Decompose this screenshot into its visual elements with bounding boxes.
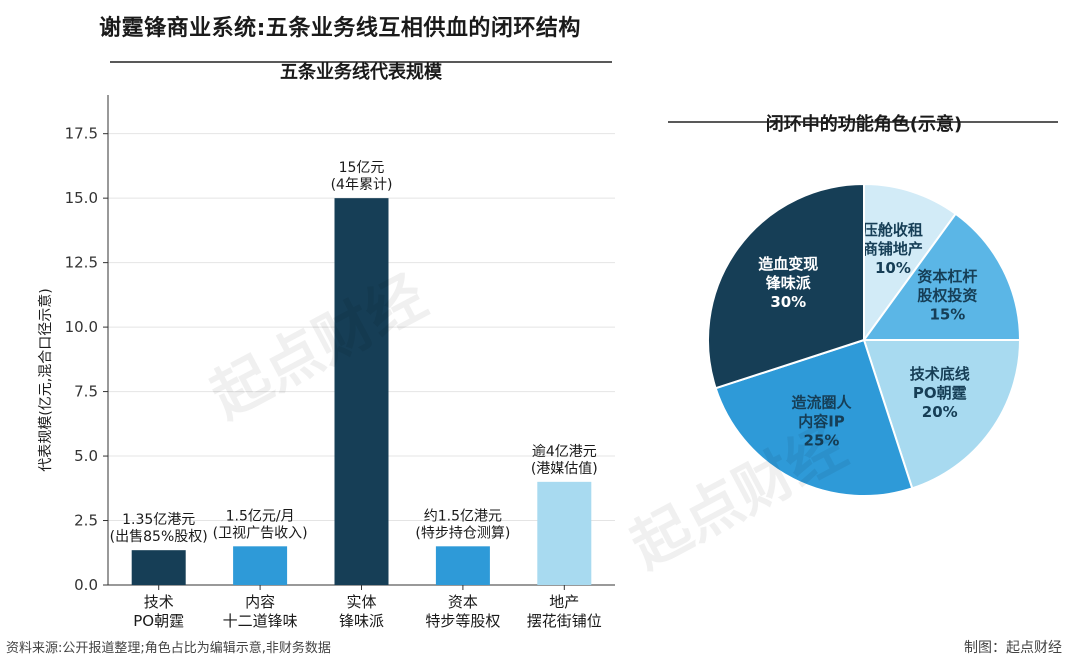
bar bbox=[334, 198, 389, 585]
x-tick-label: 内容 bbox=[245, 593, 275, 611]
bar-chart-title: 五条业务线代表规模 bbox=[280, 61, 443, 83]
y-tick-label: 7.5 bbox=[74, 383, 98, 401]
pie-slice-label: 股权投资 bbox=[917, 287, 977, 305]
bar-data-label: 1.35亿港元 bbox=[122, 512, 195, 528]
credit-note: 制图：起点财经 bbox=[964, 640, 1062, 656]
bar bbox=[537, 481, 592, 585]
y-tick-label: 12.5 bbox=[65, 254, 98, 272]
pie-slice bbox=[714, 338, 914, 497]
pie-slice-label: 15% bbox=[929, 306, 965, 324]
y-tick-label: 17.5 bbox=[65, 125, 98, 143]
pie-slice-label: 10% bbox=[875, 259, 911, 277]
pie-slice-label: 技术底线 bbox=[910, 365, 970, 383]
bar-data-label: (出售85%股权) bbox=[110, 529, 208, 545]
pie-slice-label: 压舱收租 bbox=[863, 221, 923, 239]
main-title: 谢霆锋商业系统:五条业务线互相供血的闭环结构 bbox=[99, 16, 581, 41]
x-tick-label: 特步等股权 bbox=[425, 612, 500, 630]
pie-slice-label: 30% bbox=[770, 293, 806, 311]
bar-data-label: (特步持仓测算) bbox=[415, 525, 510, 541]
y-tick-label: 10.0 bbox=[65, 318, 98, 336]
x-tick-label: 技术 bbox=[144, 593, 174, 611]
pie-slice-label: 20% bbox=[922, 403, 958, 421]
x-tick-label: 地产 bbox=[549, 593, 579, 611]
x-tick-label: 锋味派 bbox=[339, 612, 384, 630]
y-tick-label: 2.5 bbox=[74, 512, 98, 530]
pie-slice-label: 资本杠杆 bbox=[917, 268, 977, 286]
y-tick-label: 5.0 bbox=[74, 447, 98, 465]
x-tick-label: 十二道锋味 bbox=[223, 612, 298, 630]
bar-data-label: 逾4亿港元 bbox=[532, 444, 597, 460]
bar-data-label: 1.5亿元/月 bbox=[226, 508, 295, 524]
pie-slice-label: 内容IP bbox=[798, 412, 845, 430]
pie-slice-label: PO朝霆 bbox=[913, 384, 967, 402]
bar bbox=[435, 546, 490, 585]
source-note: 资料来源:公开报道整理;角色占比为编辑示意,非财务数据 bbox=[6, 641, 331, 656]
bar-data-label: (港媒估值) bbox=[531, 461, 598, 477]
pie-slice bbox=[862, 212, 1022, 341]
bar bbox=[131, 550, 186, 585]
pie-slice-label: 造流圈人 bbox=[791, 393, 852, 411]
pie-slice bbox=[707, 182, 865, 390]
bar-data-label: (卫视广告收入) bbox=[213, 525, 308, 541]
bar-data-label: 15亿元 bbox=[339, 160, 385, 176]
y-axis-label: 代表规模(亿元,混合口径示意) bbox=[37, 288, 54, 471]
pie-slice-label: 商铺地产 bbox=[863, 240, 923, 258]
pie-slice-label: 锋味派 bbox=[766, 274, 812, 292]
y-tick-label: 15.0 bbox=[65, 189, 98, 207]
pie-slice bbox=[862, 339, 1022, 490]
y-tick-label: 0.0 bbox=[74, 576, 98, 594]
pie-chart-title: 闭环中的功能角色(示意) bbox=[766, 113, 962, 135]
x-tick-label: 摆花街铺位 bbox=[527, 612, 602, 630]
bar-data-label: (4年累计) bbox=[331, 177, 393, 193]
x-tick-label: PO朝霆 bbox=[133, 612, 184, 630]
bar bbox=[233, 546, 288, 585]
pie-slice bbox=[863, 182, 958, 344]
pie-slice-label: 造血变现 bbox=[758, 255, 818, 273]
x-tick-label: 资本 bbox=[448, 593, 478, 611]
bar-chart: 五条业务线代表规模 0.0 2.5 5.0 7.5 10.0 12.5 15.0 17.5 代表规… bbox=[37, 61, 615, 630]
pie-slice-label: 25% bbox=[804, 431, 840, 449]
x-tick-label: 实体 bbox=[346, 593, 376, 611]
bar-data-label: 约1.5亿港元 bbox=[424, 508, 502, 524]
